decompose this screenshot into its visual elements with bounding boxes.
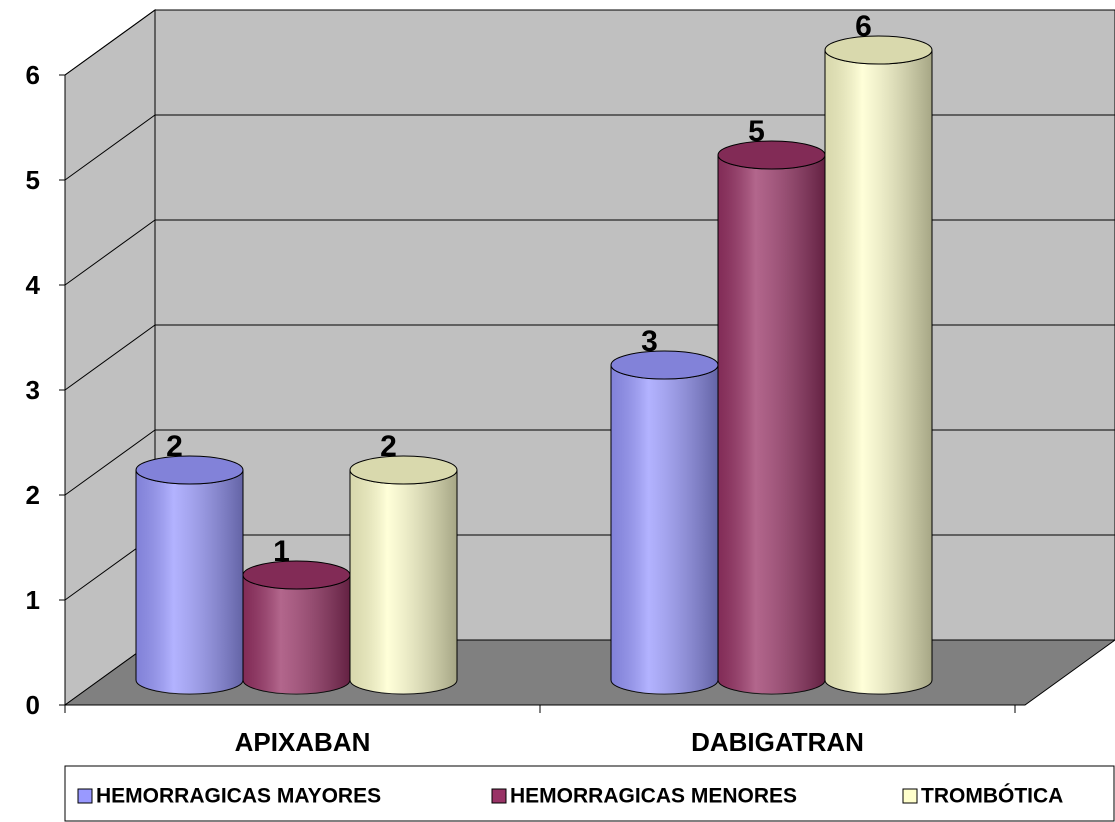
legend-swatch <box>902 788 918 804</box>
cylinder-shade <box>243 575 350 694</box>
cylinder <box>610 350 719 695</box>
y-tick-label: 6 <box>26 60 40 90</box>
legend-label: HEMORRAGICAS MENORES <box>510 785 797 808</box>
legend-swatch <box>491 788 507 804</box>
data-label: 2 <box>166 430 183 463</box>
cylinder-top-shade <box>718 141 825 169</box>
cylinder-top-shade <box>350 456 457 484</box>
cylinder-shade <box>825 50 932 694</box>
cylinder-top <box>349 455 458 485</box>
cylinder-shade <box>136 470 243 694</box>
grid-line <box>64 114 1115 181</box>
y-tick-label: 0 <box>26 690 40 720</box>
cylinder <box>135 455 244 695</box>
legend-swatch <box>77 788 93 804</box>
cylinder-top-shade <box>825 36 932 64</box>
legend <box>64 765 1115 822</box>
cylinder-shade <box>611 365 718 694</box>
cylinder-top-shade <box>611 351 718 379</box>
cylinder-top <box>824 35 933 65</box>
data-label: 2 <box>380 430 397 463</box>
y-tick-label: 2 <box>26 480 40 510</box>
cylinder-top-shade <box>136 456 243 484</box>
y-tick-label: 1 <box>26 585 40 615</box>
cylinder <box>242 560 351 695</box>
cylinder-top <box>135 455 244 485</box>
data-label: 1 <box>273 535 290 568</box>
x-tick-label: DABIGATRAN <box>691 727 864 757</box>
data-label: 6 <box>855 10 872 43</box>
data-label: 3 <box>641 325 658 358</box>
cylinder-top-shade <box>243 561 350 589</box>
plot <box>64 9 1115 695</box>
grid-line <box>64 9 1115 76</box>
cylinder <box>717 140 826 695</box>
legend-label: HEMORRAGICAS MAYORES <box>96 785 381 808</box>
y-tick-label: 4 <box>26 270 41 300</box>
legend-label: TROMBÓTICA <box>921 784 1063 808</box>
cylinder <box>349 455 458 695</box>
data-label: 5 <box>748 115 765 148</box>
y-tick-label: 5 <box>26 165 40 195</box>
cylinder-shade <box>718 155 825 694</box>
cylinder-shade <box>350 470 457 694</box>
y-tick-label: 3 <box>26 375 40 405</box>
cylinder <box>824 35 933 695</box>
x-tick-label: APIXABAN <box>235 727 371 757</box>
